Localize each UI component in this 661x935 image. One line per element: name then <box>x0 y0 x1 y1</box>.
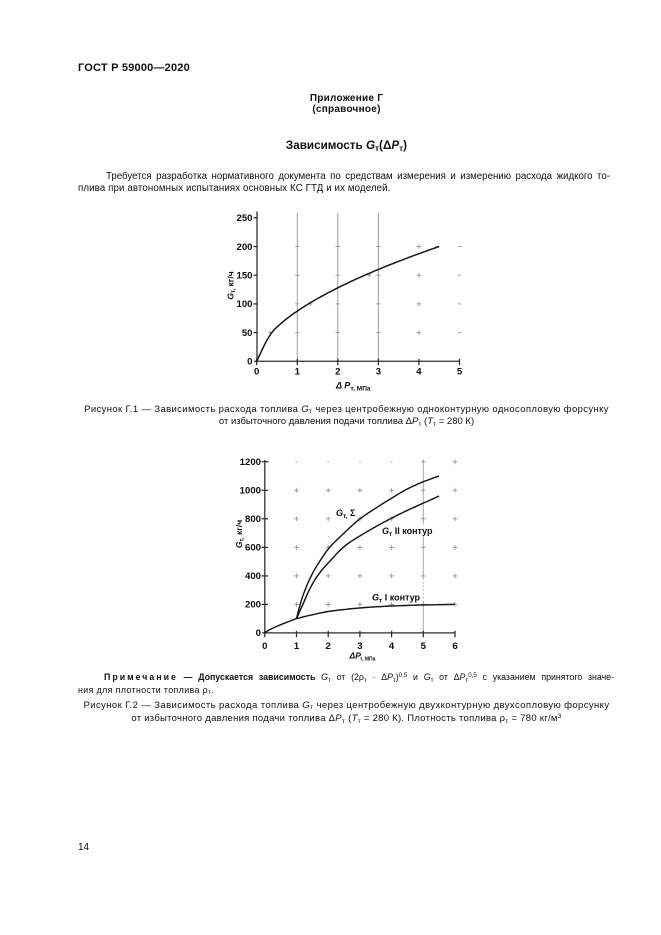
svg-text:250: 250 <box>236 213 252 224</box>
svg-text:0: 0 <box>256 628 261 639</box>
svg-text:3: 3 <box>376 367 381 378</box>
svg-text:2: 2 <box>335 367 340 378</box>
svg-text:Gт II контур: Gт II контур <box>382 526 433 538</box>
svg-text:0: 0 <box>262 641 267 652</box>
svg-text:4: 4 <box>389 641 395 652</box>
svg-text:т, МПа: т, МПа <box>351 386 371 393</box>
svg-text:Gт, Σ: Gт, Σ <box>336 508 356 520</box>
svg-text:0: 0 <box>247 357 252 368</box>
svg-text:50: 50 <box>242 328 253 339</box>
svg-text:ΔP: ΔP <box>349 651 362 661</box>
svg-text:200: 200 <box>236 242 252 253</box>
svg-text:Gт, кг/ч: Gт, кг/ч <box>226 271 238 299</box>
svg-text:100: 100 <box>236 299 252 310</box>
svg-text:3: 3 <box>357 641 362 652</box>
svg-text:1200: 1200 <box>240 457 261 468</box>
svg-text:400: 400 <box>245 571 261 582</box>
svg-text:Gт I контур: Gт I контур <box>372 593 421 605</box>
svg-text:Δ P: Δ P <box>335 381 351 391</box>
svg-text:т, МПа: т, МПа <box>360 657 376 663</box>
svg-text:200: 200 <box>245 600 261 611</box>
svg-text:1000: 1000 <box>240 486 261 497</box>
svg-text:5: 5 <box>457 367 463 378</box>
svg-text:4: 4 <box>416 367 422 378</box>
svg-text:5: 5 <box>421 641 427 652</box>
svg-text:Gт, кг/ч: Gт, кг/ч <box>234 520 246 548</box>
svg-text:600: 600 <box>245 543 261 554</box>
svg-text:0: 0 <box>254 367 259 378</box>
svg-text:1: 1 <box>294 641 300 652</box>
svg-text:800: 800 <box>245 514 261 525</box>
svg-text:6: 6 <box>452 641 457 652</box>
svg-text:150: 150 <box>236 271 252 282</box>
svg-text:1: 1 <box>295 367 301 378</box>
svg-text:2: 2 <box>326 641 331 652</box>
